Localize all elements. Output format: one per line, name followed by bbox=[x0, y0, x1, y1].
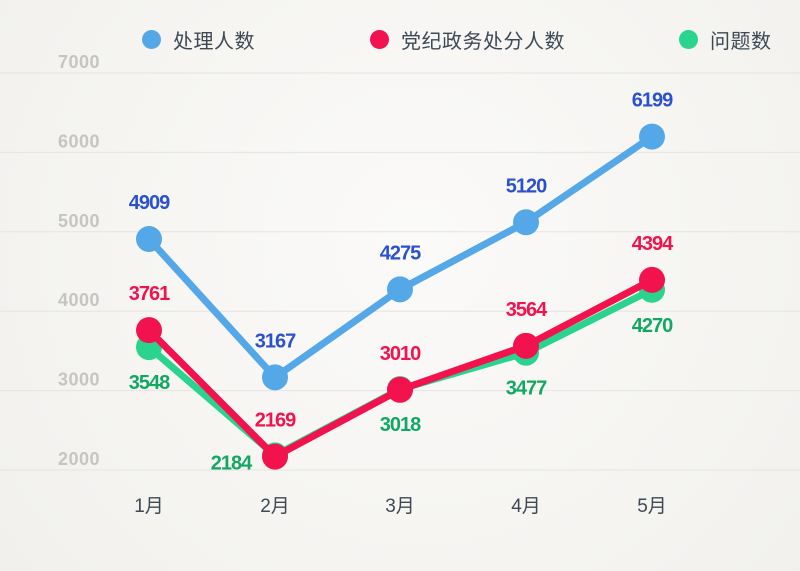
y-tick-label: 4000 bbox=[58, 290, 100, 310]
data-point[interactable] bbox=[262, 364, 288, 391]
data-point-label: 3477 bbox=[506, 378, 547, 400]
x-axis-label: 5月 bbox=[637, 496, 667, 517]
data-point[interactable] bbox=[387, 376, 413, 403]
y-tick-label: 5000 bbox=[58, 211, 100, 231]
y-tick-label: 3000 bbox=[58, 370, 100, 390]
data-point-label: 5120 bbox=[506, 175, 547, 197]
legend-label: 问题数 bbox=[710, 30, 772, 53]
data-point-label: 4270 bbox=[632, 315, 673, 337]
x-axis-label: 3月 bbox=[385, 496, 415, 517]
y-tick-label: 7000 bbox=[58, 52, 100, 72]
data-point-label: 3010 bbox=[380, 343, 421, 365]
data-point[interactable] bbox=[639, 123, 665, 150]
data-point[interactable] bbox=[136, 226, 162, 253]
data-point-label: 3564 bbox=[506, 299, 548, 321]
legend-dot-icon bbox=[679, 29, 698, 49]
y-tick-label: 2000 bbox=[58, 449, 100, 469]
legend-item-processed-count[interactable]: 处理人数 bbox=[142, 28, 255, 53]
data-point[interactable] bbox=[136, 317, 162, 344]
legend-label: 处理人数 bbox=[173, 30, 255, 53]
data-point-label: 6199 bbox=[632, 90, 673, 112]
data-point[interactable] bbox=[387, 276, 413, 303]
legend-dot-icon bbox=[370, 29, 389, 49]
data-point-label: 2169 bbox=[255, 410, 296, 432]
data-point-label: 4394 bbox=[632, 233, 674, 255]
legend-item-discipline-punishment-count[interactable]: 党纪政务处分人数 bbox=[370, 28, 565, 53]
data-point-label: 4909 bbox=[129, 192, 170, 214]
legend-dot-icon bbox=[142, 29, 161, 49]
legend-item-problem-count[interactable]: 问题数 bbox=[679, 28, 772, 53]
legend-label: 党纪政务处分人数 bbox=[401, 30, 565, 53]
x-axis-label: 2月 bbox=[260, 496, 290, 517]
data-point-label: 4275 bbox=[380, 242, 421, 264]
data-point-label: 3018 bbox=[380, 414, 421, 436]
data-point-label: 3548 bbox=[129, 372, 170, 394]
data-point-label: 2184 bbox=[211, 452, 253, 474]
data-point-label: 3761 bbox=[129, 283, 170, 305]
x-axis-label: 4月 bbox=[511, 496, 541, 517]
data-point[interactable] bbox=[513, 209, 539, 236]
data-point[interactable] bbox=[513, 332, 539, 359]
x-axis-label: 1月 bbox=[134, 496, 164, 517]
y-tick-label: 6000 bbox=[58, 131, 100, 151]
data-point[interactable] bbox=[262, 443, 288, 470]
data-point-label: 3167 bbox=[255, 330, 296, 352]
data-point[interactable] bbox=[639, 266, 665, 293]
